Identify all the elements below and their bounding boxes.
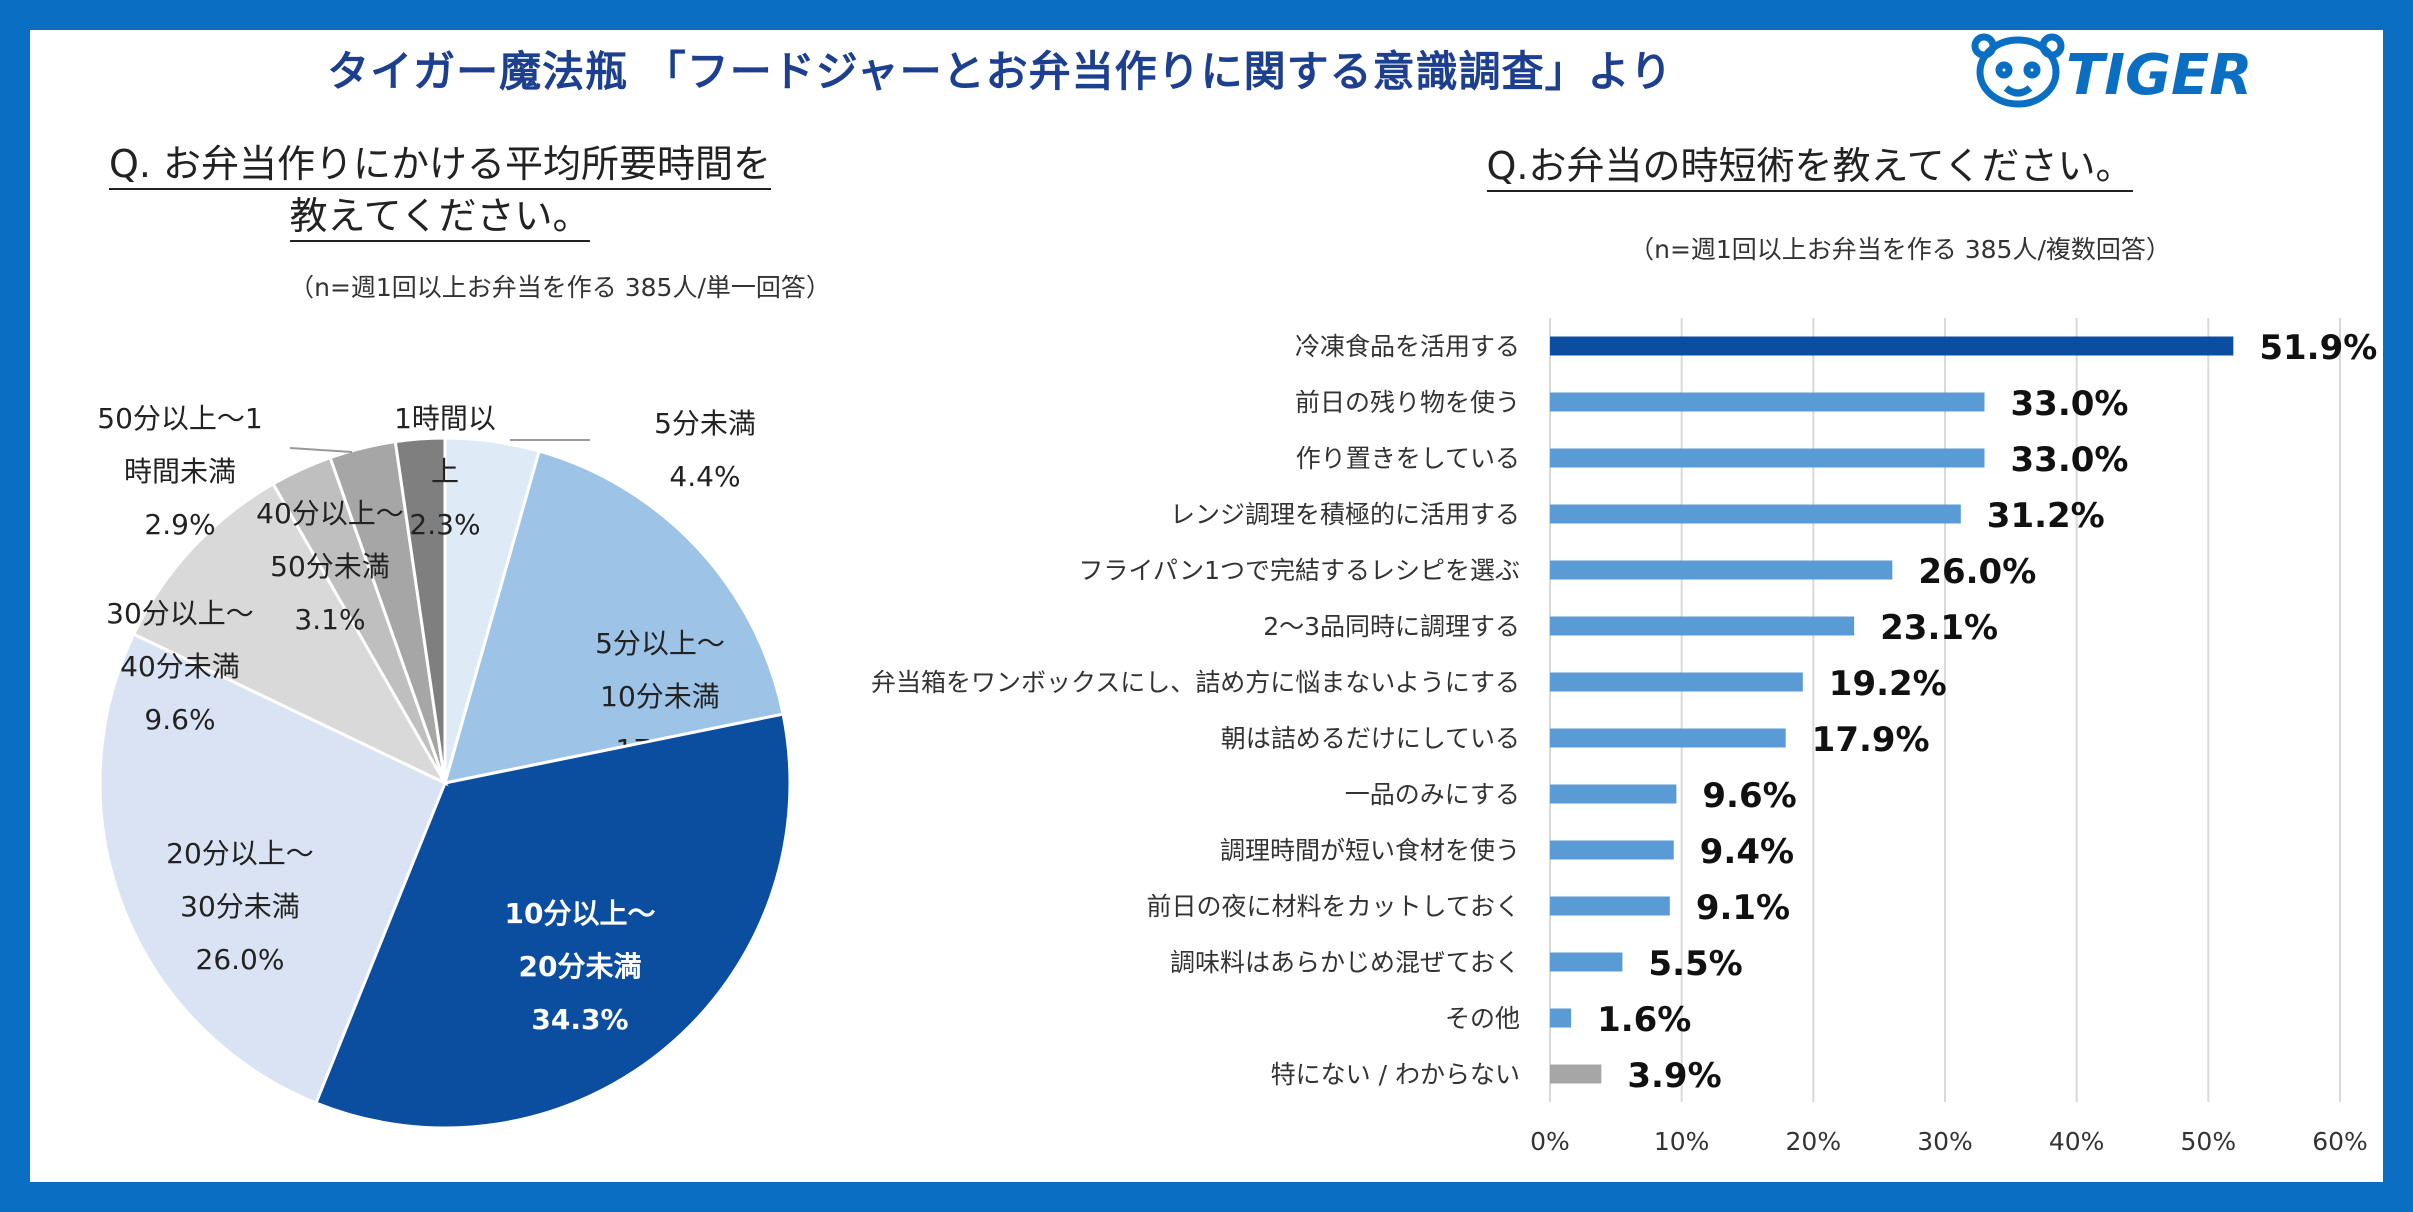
- value-label-0: 51.9%: [2259, 328, 2377, 368]
- pie-slice-1: [442, 449, 785, 785]
- bar-7: [1550, 728, 1786, 748]
- pie-value-label-5: 2.9%: [144, 508, 215, 541]
- pie-category-label-4: 30分以上～: [106, 597, 254, 630]
- category-label-3: レンジ調理を積極的に活用する: [1170, 500, 1520, 529]
- pie-slice-3: [98, 632, 447, 1105]
- category-label-7: 朝は詰めるだけにしている: [1221, 724, 1520, 753]
- pie-value-label-2: 34.3%: [531, 1003, 628, 1036]
- pie-category-label-2: 20分未満: [519, 950, 642, 983]
- right-question: Q.お弁当の時短術を教えてください。: [1300, 140, 2320, 192]
- value-label-11: 5.5%: [1648, 944, 1742, 984]
- pie-category-label-1: 5分以上～: [595, 627, 725, 660]
- bar-4: [1550, 560, 1893, 580]
- pie-category-label-4: 40分未満: [120, 650, 240, 683]
- value-label-9: 9.4%: [1700, 832, 1794, 872]
- left-question: Q. お弁当作りにかける平均所要時間を 教えてください。: [60, 138, 820, 242]
- pie-value-label-6: 3.1%: [294, 603, 365, 636]
- value-label-12: 1.6%: [1597, 1000, 1691, 1040]
- value-label-5: 23.1%: [1880, 608, 1998, 648]
- value-label-3: 31.2%: [1987, 496, 2105, 536]
- x-tick-label-2: 20%: [1786, 1127, 1842, 1156]
- bar-8: [1550, 784, 1677, 804]
- x-tick-label-6: 60%: [2312, 1127, 2368, 1156]
- category-label-1: 前日の残り物を使う: [1295, 388, 1520, 417]
- bar-9: [1550, 840, 1674, 860]
- value-label-7: 17.9%: [1812, 720, 1930, 760]
- category-label-11: 調味料はあらかじめ混ぜておく: [1170, 948, 1520, 977]
- pie-value-label-7: 2.3%: [409, 508, 480, 541]
- category-label-9: 調理時間が短い食材を使う: [1220, 836, 1520, 865]
- bar-6: [1550, 672, 1803, 692]
- pie-category-label-2: 10分以上～: [505, 897, 656, 930]
- bar-0: [1550, 336, 2234, 356]
- category-label-2: 作り置きをしている: [1296, 444, 1520, 473]
- page-title: タイガー魔法瓶 「フードジャーとお弁当作りに関する意識調査」より: [327, 47, 1673, 96]
- bar-3: [1550, 504, 1961, 524]
- pie-category-label-7: 上: [431, 455, 459, 488]
- tiger-face-icon: [1971, 33, 2065, 108]
- bar-12: [1550, 1008, 1572, 1028]
- x-tick-label-0: 0%: [1530, 1127, 1570, 1156]
- x-tick-label-4: 40%: [2049, 1127, 2105, 1156]
- pie-category-label-6: 40分以上～: [256, 497, 404, 530]
- right-note: （n=週1回以上お弁当を作る 385人/複数回答）: [1629, 235, 2171, 264]
- pie-category-label-6: 50分未満: [270, 550, 390, 583]
- logo-text: TIGER: [2066, 43, 2250, 108]
- pie-value-label-0: 4.4%: [669, 460, 740, 493]
- category-label-6: 弁当箱をワンボックスにし、詰め方に悩まないようにする: [871, 668, 1520, 697]
- bar-13: [1550, 1064, 1602, 1084]
- category-label-0: 冷凍食品を活用する: [1295, 332, 1520, 361]
- right-question-text: Q.お弁当の時短術を教えてください。: [1486, 144, 2134, 192]
- value-label-8: 9.6%: [1702, 776, 1796, 816]
- pie-category-label-5: 50分以上～1: [97, 402, 262, 435]
- x-tick-label-1: 10%: [1654, 1127, 1710, 1156]
- value-label-1: 33.0%: [2011, 384, 2129, 424]
- bar-10: [1550, 896, 1670, 916]
- left-note: （n=週1回以上お弁当を作る 385人/単一回答）: [289, 273, 831, 302]
- pie-category-label-3: 20分以上～: [166, 837, 314, 870]
- pie-category-label-7: 1時間以: [394, 402, 496, 435]
- pie-value-label-4: 9.6%: [144, 703, 215, 736]
- category-label-4: フライパン1つで完結するレシピを選ぶ: [1078, 556, 1520, 585]
- category-label-5: 2～3品同時に調理する: [1263, 612, 1520, 641]
- x-tick-label-3: 30%: [1917, 1127, 1973, 1156]
- x-tick-label-5: 50%: [2181, 1127, 2237, 1156]
- value-label-4: 26.0%: [1918, 552, 2036, 592]
- value-label-6: 19.2%: [1829, 664, 1947, 704]
- left-question-line1: Q. お弁当作りにかける平均所要時間を: [108, 142, 772, 190]
- pie-slice-2: [314, 712, 792, 1130]
- category-label-12: その他: [1445, 1004, 1520, 1033]
- category-label-8: 一品のみにする: [1345, 780, 1520, 809]
- bar-11: [1550, 952, 1623, 972]
- pie-slice-7: [393, 436, 447, 784]
- bar-5: [1550, 616, 1855, 636]
- pie-category-label-5: 時間未満: [124, 455, 236, 488]
- value-label-10: 9.1%: [1696, 888, 1790, 928]
- value-label-13: 3.9%: [1627, 1056, 1721, 1096]
- left-question-line2: 教えてください。: [289, 194, 591, 242]
- pie-category-label-1: 10分未満: [600, 680, 720, 713]
- pie-value-label-3: 26.0%: [196, 943, 285, 976]
- tiger-logo: TIGER: [1971, 33, 2250, 108]
- pie-leader-line-1: [289, 447, 353, 453]
- pie-category-label-0: 5分未満: [654, 407, 756, 440]
- bar-2: [1550, 448, 1985, 468]
- category-label-10: 前日の夜に材料をカットしておく: [1146, 892, 1520, 921]
- bar-1: [1550, 392, 1985, 412]
- pie-slice-4: [131, 481, 449, 787]
- value-label-2: 33.0%: [2011, 440, 2129, 480]
- pie-category-label-3: 30分未満: [180, 890, 300, 923]
- category-label-13: 特にない / わからない: [1271, 1060, 1520, 1089]
